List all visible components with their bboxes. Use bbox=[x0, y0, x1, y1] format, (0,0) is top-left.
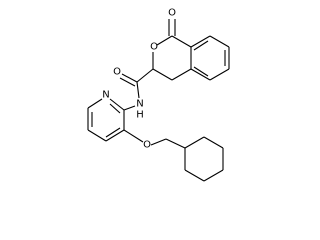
bonds bbox=[87, 19, 230, 182]
atom-label: O bbox=[168, 8, 176, 19]
atom-label: O bbox=[150, 42, 158, 53]
atom-label: O bbox=[143, 140, 151, 151]
atom-label: O bbox=[113, 67, 121, 78]
atom-label: N bbox=[136, 99, 143, 110]
atom-label: N bbox=[102, 90, 109, 101]
molecule-diagram: O O O N N H O bbox=[87, 8, 230, 182]
atom-label: H bbox=[136, 110, 144, 121]
